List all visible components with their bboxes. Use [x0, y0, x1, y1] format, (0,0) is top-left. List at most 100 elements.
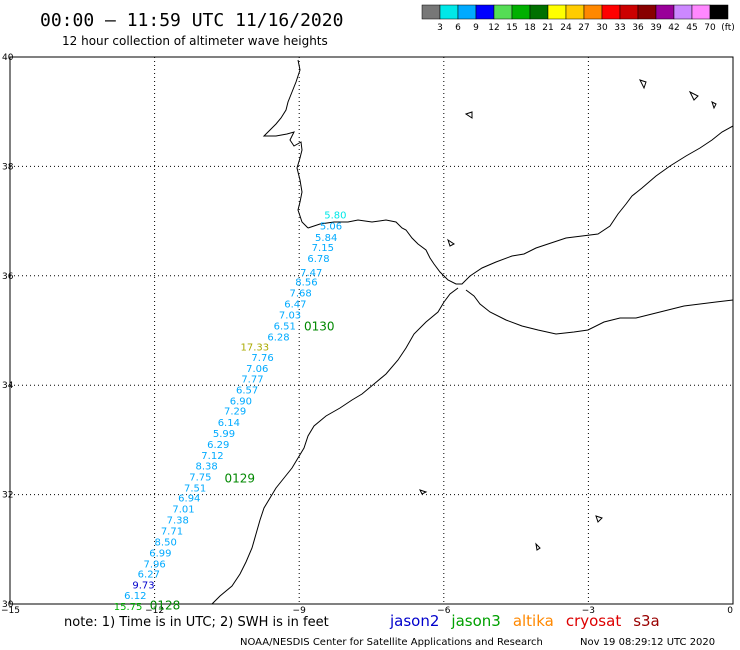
- swh-reading: 7.76: [251, 353, 273, 364]
- legend-swatch: [709, 4, 729, 20]
- swh-reading: 8.38: [196, 461, 218, 472]
- coastline-portugal: [262, 59, 309, 229]
- graticule: [10, 57, 733, 604]
- map-title: 00:00 – 11:59 UTC 11/16/2020: [40, 10, 343, 31]
- swh-reading: 9.73: [132, 581, 154, 592]
- legend-label: 42: [668, 23, 679, 33]
- legend-label: 18: [524, 23, 536, 33]
- satellite-altika: altika: [513, 612, 554, 630]
- time-labels: 0130 0129 0128: [150, 320, 335, 613]
- swh-reading: 7.06: [246, 364, 268, 375]
- swh-reading: 6.90: [230, 396, 252, 407]
- legend-swatch: [493, 4, 513, 20]
- swh-reading: 7.12: [201, 451, 223, 462]
- lon-label: −9: [293, 606, 307, 616]
- swh-reading: 7.38: [167, 516, 189, 527]
- swh-reading: 6.47: [284, 300, 306, 311]
- swh-reading: 6.12: [124, 591, 146, 602]
- legend-swatch: [601, 4, 621, 20]
- legend-label: 3: [437, 23, 443, 33]
- map-frame: [9, 56, 734, 605]
- longitude-labels: −15 −12 −9 −6 −3 0: [1, 606, 733, 616]
- legend-label: 36: [632, 23, 644, 33]
- coastline-algarve-spain: [307, 125, 734, 285]
- legend-swatch: [583, 4, 603, 20]
- island-2: [639, 79, 647, 90]
- swh-reading: 7.75: [189, 472, 211, 483]
- swh-reading: 5.99: [213, 429, 235, 440]
- swh-reading: 5.84: [315, 233, 337, 244]
- swh-reading: 7.03: [279, 310, 301, 321]
- swh-reading: 7.15: [312, 243, 334, 254]
- legend-label: 6: [455, 23, 461, 33]
- satellite-legend: jason2 jason3 altika cryosat s3a: [389, 612, 660, 630]
- swh-reading: 8.50: [155, 537, 177, 548]
- coastlines: [211, 59, 734, 605]
- legend-swatch: [511, 4, 531, 20]
- legend-label: 30: [596, 23, 608, 33]
- swh-reading: 7.01: [172, 505, 194, 516]
- lat-label: 38: [2, 162, 14, 172]
- swh-reading: 6.78: [307, 254, 329, 265]
- legend-swatch: [547, 4, 567, 20]
- legend-swatch: [529, 4, 549, 20]
- legend-swatch: [655, 4, 675, 20]
- legend-swatch: [457, 4, 477, 20]
- legend-label: 9: [473, 23, 479, 33]
- swh-reading: 7.96: [143, 559, 165, 570]
- footer-note: note: 1) Time is in UTC; 2) SWH is in fe…: [64, 615, 329, 630]
- legend-label: 33: [614, 23, 625, 33]
- coastline-morocco: [211, 287, 459, 605]
- swh-reading: 7.29: [224, 407, 246, 418]
- swh-reading: 6.14: [218, 418, 240, 429]
- lat-label: 30: [2, 600, 14, 610]
- timestamp-text: Nov 19 08:29:12 UTC 2020: [580, 637, 715, 648]
- swh-reading: 7.47: [300, 268, 322, 279]
- swh-reading: 6.27: [138, 570, 160, 581]
- lat-label: 32: [2, 491, 13, 501]
- island-5: [595, 515, 603, 523]
- swh-reading: 5.80: [324, 210, 346, 221]
- legend-swatch: [673, 4, 693, 20]
- legend-label: 45: [686, 23, 697, 33]
- swh-reading: 7.68: [290, 289, 312, 300]
- credit-text: NOAA/NESDIS Center for Satellite Applica…: [240, 637, 543, 648]
- legend-swatch: [637, 4, 657, 20]
- swh-reading: 5.06: [320, 221, 342, 232]
- legend-swatch: [691, 4, 711, 20]
- swh-reading: 7.51: [184, 483, 206, 494]
- lat-label: 36: [2, 272, 14, 282]
- swh-reading: 6.57: [236, 385, 258, 396]
- legend-swatch: [565, 4, 585, 20]
- island-7: [419, 489, 428, 495]
- color-scale-legend: 3 6 9 12 15 18 21 24 27 30 33 36 39 42 45 70 (ft): [421, 4, 735, 33]
- swh-reading: 6.99: [149, 548, 171, 559]
- legend-label: 39: [650, 23, 662, 33]
- legend-label: 15: [506, 23, 517, 33]
- satellite-jason3: jason3: [450, 612, 500, 630]
- lon-label: −15: [1, 606, 20, 616]
- satellite-s3a: s3a: [633, 612, 660, 630]
- lat-label: 40: [2, 53, 14, 63]
- legend-label: 27: [578, 23, 589, 33]
- satellite-jason2: jason2: [389, 612, 439, 630]
- legend-swatch: [619, 4, 639, 20]
- swh-reading: 6.28: [267, 332, 289, 343]
- legend-label: 24: [560, 23, 572, 33]
- island-4: [711, 101, 717, 110]
- time-label: 0130: [304, 320, 335, 334]
- legend-swatch: [439, 4, 459, 20]
- swh-reading: 17.33: [241, 343, 270, 354]
- swh-track: 5.805.065.847.156.78 7.478.567.686.477.03…: [114, 210, 347, 613]
- lon-label: −6: [437, 606, 451, 616]
- lon-label: −12: [145, 606, 164, 616]
- lon-label: 0: [727, 606, 733, 616]
- map-subtitle: 12 hour collection of altimeter wave hei…: [62, 34, 328, 48]
- swh-reading: 7.71: [161, 527, 183, 538]
- legend-label: 12: [488, 23, 499, 33]
- legend-swatch: [475, 4, 495, 20]
- swh-reading: 7.77: [241, 374, 263, 385]
- time-label: 0129: [224, 472, 255, 486]
- island-8: [447, 238, 455, 247]
